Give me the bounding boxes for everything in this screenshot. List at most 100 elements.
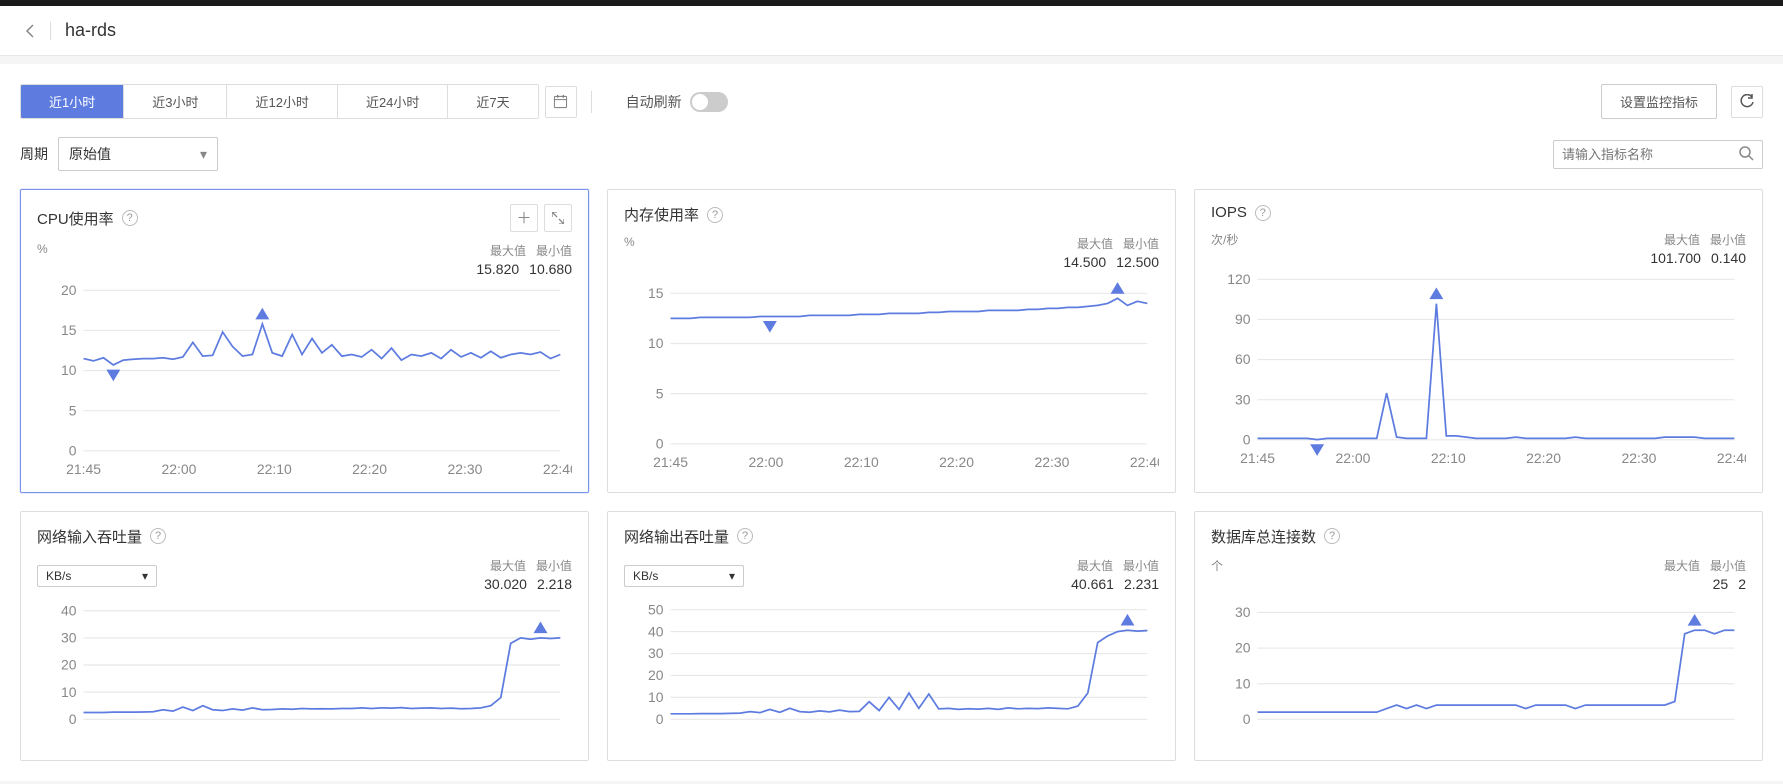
svg-text:10: 10 [61, 683, 77, 699]
svg-text:5: 5 [656, 385, 664, 401]
svg-text:21:45: 21:45 [1240, 450, 1275, 466]
svg-text:22:30: 22:30 [1035, 454, 1070, 470]
auto-refresh-toggle[interactable] [690, 92, 728, 112]
svg-text:22:20: 22:20 [1526, 450, 1561, 466]
chart-card-cpu[interactable]: CPU使用率 ? ＋ % 最大值 最小值 15.820 10.680 [20, 189, 589, 493]
time-tab-4[interactable]: 近7天 [448, 85, 537, 118]
chart-card-mem[interactable]: 内存使用率 ? % 最大值 最小值 14.500 12.500 05101521… [607, 189, 1176, 493]
unit-select[interactable]: KB/s▾ [624, 565, 744, 587]
chart-svg: 030609012021:4522:0022:1022:2022:3022:40 [1211, 270, 1746, 468]
svg-text:15: 15 [648, 285, 664, 301]
svg-text:20: 20 [61, 656, 77, 672]
settings-button[interactable]: 设置监控指标 [1601, 84, 1717, 119]
svg-text:30: 30 [1235, 391, 1251, 407]
svg-text:22:00: 22:00 [161, 461, 196, 477]
max-value: 101.700 [1650, 250, 1701, 266]
min-value: 2.218 [537, 576, 572, 592]
time-tab-1[interactable]: 近3小时 [124, 85, 227, 118]
svg-text:22:10: 22:10 [1431, 450, 1466, 466]
card-title: 内存使用率 [624, 204, 699, 225]
add-icon[interactable]: ＋ [510, 204, 538, 232]
help-icon[interactable]: ? [1255, 205, 1271, 221]
time-range-tabs: 近1小时近3小时近12小时近24小时近7天 [20, 84, 539, 119]
svg-text:0: 0 [656, 435, 664, 451]
max-label: 最大值 [1077, 557, 1113, 574]
max-label: 最大值 [1664, 231, 1700, 248]
period-label: 周期 [20, 144, 48, 164]
min-label: 最小值 [536, 242, 572, 259]
svg-text:10: 10 [1235, 675, 1251, 691]
svg-text:21:45: 21:45 [66, 461, 101, 477]
search-icon[interactable] [1738, 145, 1754, 164]
min-label: 最小值 [1123, 557, 1159, 574]
chart-svg: 0 10 20 30 [1211, 596, 1746, 747]
min-label: 最小值 [1123, 235, 1159, 252]
chart-card-db_conn[interactable]: 数据库总连接数 ? 个 最大值 最小值 25 2 0102030 [1194, 511, 1763, 761]
period-value: 原始值 [69, 144, 111, 164]
svg-text:22:20: 22:20 [939, 454, 974, 470]
svg-text:5: 5 [69, 402, 77, 418]
min-label: 最小值 [1710, 231, 1746, 248]
chart-card-net_out[interactable]: 网络输出吞吐量 ? KB/s▾ 最大值 最小值 40.661 2.231 010… [607, 511, 1176, 761]
help-icon[interactable]: ? [122, 210, 138, 226]
help-icon[interactable]: ? [150, 528, 166, 544]
auto-refresh-label: 自动刷新 [626, 92, 682, 112]
min-value: 2 [1738, 576, 1746, 592]
svg-text:15: 15 [61, 322, 77, 338]
card-title: IOPS [1211, 204, 1247, 221]
svg-text:22:30: 22:30 [448, 461, 483, 477]
min-value: 10.680 [529, 261, 572, 277]
help-icon[interactable]: ? [707, 207, 723, 223]
chart-svg: 010203040 [37, 596, 572, 747]
time-tab-0[interactable]: 近1小时 [21, 85, 124, 118]
svg-text:10: 10 [648, 689, 664, 705]
unit-label: 个 [1211, 557, 1223, 574]
header-divider [50, 22, 51, 40]
svg-text:50: 50 [648, 601, 664, 617]
svg-text:40: 40 [648, 623, 664, 639]
min-label: 最小值 [536, 557, 572, 574]
svg-text:0: 0 [1243, 711, 1251, 727]
chart-card-net_in[interactable]: 网络输入吞吐量 ? KB/s▾ 最大值 最小值 30.020 2.218 010… [20, 511, 589, 761]
max-value: 40.661 [1071, 576, 1114, 592]
help-icon[interactable]: ? [1324, 528, 1340, 544]
max-label: 最大值 [490, 557, 526, 574]
svg-text:22:40: 22:40 [543, 461, 572, 477]
svg-text:10: 10 [648, 335, 664, 351]
chart-card-iops[interactable]: IOPS ? 次/秒 最大值 最小值 101.700 0.140 0306090… [1194, 189, 1763, 493]
unit-select[interactable]: KB/s▾ [37, 565, 157, 587]
svg-text:22:00: 22:00 [1335, 450, 1370, 466]
calendar-icon[interactable] [545, 86, 577, 118]
svg-text:30: 30 [1235, 604, 1251, 620]
svg-text:22:30: 22:30 [1622, 450, 1657, 466]
svg-text:0: 0 [656, 711, 664, 727]
svg-text:22:10: 22:10 [257, 461, 292, 477]
max-label: 最大值 [1077, 235, 1113, 252]
svg-text:22:40: 22:40 [1130, 454, 1159, 470]
chart-svg: 01020304050 [624, 596, 1159, 747]
period-select[interactable]: 原始值 ▾ [58, 137, 218, 171]
page-header: ha-rds [0, 6, 1783, 56]
svg-text:20: 20 [61, 282, 77, 298]
min-value: 0.140 [1711, 250, 1746, 266]
unit-label: % [624, 235, 635, 249]
card-title: 网络输出吞吐量 [624, 526, 729, 547]
svg-text:22:40: 22:40 [1717, 450, 1746, 466]
max-label: 最大值 [490, 242, 526, 259]
svg-text:22:10: 22:10 [844, 454, 879, 470]
card-title: 数据库总连接数 [1211, 526, 1316, 547]
svg-text:0: 0 [69, 711, 77, 727]
svg-text:10: 10 [61, 362, 77, 378]
metric-search[interactable] [1553, 140, 1763, 169]
refresh-icon[interactable] [1731, 86, 1763, 118]
time-tab-3[interactable]: 近24小时 [338, 85, 448, 118]
svg-text:22:20: 22:20 [352, 461, 387, 477]
svg-text:20: 20 [1235, 639, 1251, 655]
svg-text:0: 0 [69, 442, 77, 458]
search-input[interactable] [1562, 147, 1738, 162]
expand-icon[interactable] [544, 204, 572, 232]
page-title: ha-rds [65, 20, 116, 41]
back-icon[interactable] [20, 21, 40, 41]
help-icon[interactable]: ? [737, 528, 753, 544]
time-tab-2[interactable]: 近12小时 [227, 85, 337, 118]
